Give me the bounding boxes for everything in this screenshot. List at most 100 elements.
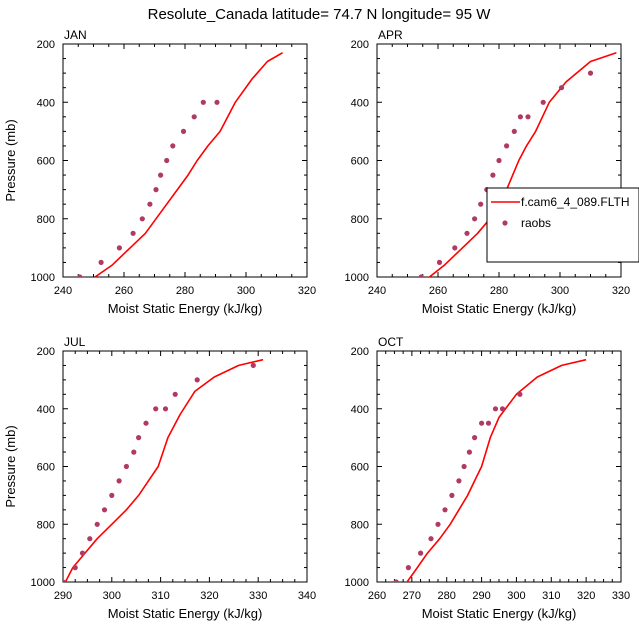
y-tick-label: 600 <box>351 462 369 474</box>
raobs-point <box>191 114 197 120</box>
y-tick-label: 1000 <box>31 272 55 284</box>
raobs-point <box>472 435 478 441</box>
raobs-point <box>511 128 517 134</box>
plot-area <box>77 52 284 277</box>
y-tick-label: 600 <box>37 462 55 474</box>
plot-area <box>63 358 264 582</box>
raobs-point <box>517 114 524 120</box>
y-tick-label: 200 <box>37 39 55 51</box>
y-tick-label: 400 <box>37 97 55 109</box>
panel-label: APR <box>378 28 403 42</box>
x-tick-label: 280 <box>490 285 508 297</box>
y-tick-label: 800 <box>351 519 369 531</box>
legend-point-swatch <box>502 220 508 226</box>
raobs-point <box>418 550 424 556</box>
raobs-point <box>147 201 153 207</box>
raobs-point <box>130 230 136 236</box>
raobs-point <box>72 565 78 571</box>
x-tick-label: 300 <box>103 590 121 602</box>
raobs-point <box>525 114 531 120</box>
raobs-point <box>180 128 187 134</box>
x-tick-label: 320 <box>612 285 630 297</box>
plot-frame <box>62 43 308 278</box>
raobs-point <box>504 143 510 149</box>
y-axis-label: Pressure (mb) <box>3 425 18 507</box>
raobs-point <box>153 406 159 412</box>
raobs-point <box>393 579 399 582</box>
raobs-point <box>540 99 546 105</box>
x-tick-label: 240 <box>54 285 72 297</box>
x-tick-label: 280 <box>176 285 194 297</box>
model-profile-line <box>406 358 587 582</box>
raobs-point <box>158 172 164 178</box>
raobs-point <box>172 391 178 397</box>
raobs-point <box>79 550 86 556</box>
y-tick-label: 400 <box>351 404 369 416</box>
chart-panel: JAN 240 260 280 300 320 200 400 600 800 1000 Moist … <box>3 28 316 316</box>
raobs-point <box>136 435 142 441</box>
panel-label: OCT <box>378 335 404 349</box>
raobs-point <box>94 521 100 527</box>
model-profile-line <box>64 358 264 582</box>
raobs-point <box>77 274 83 277</box>
raobs-point <box>162 406 169 412</box>
chart-panels: JAN 240 260 280 300 320 200 400 600 800 1000 Moist … <box>3 28 639 621</box>
legend-model-label: f.cam6_4_089.FLTH <box>521 195 630 209</box>
y-tick-label: 600 <box>351 156 369 168</box>
raobs-point <box>116 245 122 251</box>
x-axis-label: Moist Static Energy (kJ/kg) <box>108 301 263 316</box>
raobs-point <box>436 259 443 265</box>
raobs-point <box>139 216 145 222</box>
legend-obs-label: raobs <box>521 216 551 230</box>
raobs-point <box>250 362 256 368</box>
x-tick-label: 270 <box>403 590 421 602</box>
raobs-point <box>143 420 149 426</box>
x-tick-label: 320 <box>577 590 595 602</box>
legend: f.cam6_4_089.FLTH raobs <box>486 187 639 263</box>
y-tick-label: 600 <box>37 156 55 168</box>
raobs-point <box>558 85 565 91</box>
x-tick-label: 320 <box>200 590 218 602</box>
plot-frame <box>376 350 622 583</box>
x-tick-label: 300 <box>507 590 525 602</box>
x-tick-label: 310 <box>151 590 169 602</box>
raobs-point <box>499 406 506 412</box>
raobs-point <box>464 230 470 236</box>
raobs-point <box>170 143 176 149</box>
raobs-point <box>214 99 220 105</box>
raobs-point <box>485 420 492 426</box>
raobs-point <box>428 536 434 542</box>
raobs-point <box>461 463 467 470</box>
y-axis-label: Pressure (mb) <box>3 119 18 201</box>
raobs-point <box>87 536 93 542</box>
raobs-point <box>472 216 478 222</box>
raobs-point <box>405 565 411 571</box>
plot-area <box>393 358 587 582</box>
raobs-point <box>587 70 594 76</box>
raobs-point <box>109 492 115 498</box>
raobs-point <box>194 377 200 383</box>
model-profile-line <box>94 52 284 277</box>
raobs-point <box>478 201 484 207</box>
x-axis-label: Moist Static Energy (kJ/kg) <box>422 606 577 621</box>
x-tick-label: 260 <box>115 285 133 297</box>
raobs-point <box>456 478 462 484</box>
x-tick-label: 290 <box>54 590 72 602</box>
y-tick-label: 1000 <box>345 272 369 284</box>
figure-title: Resolute_Canada latitude= 74.7 N longitu… <box>148 6 492 23</box>
x-tick-label: 300 <box>237 285 255 297</box>
x-tick-label: 330 <box>249 590 267 602</box>
y-tick-label: 400 <box>351 97 369 109</box>
raobs-point <box>634 56 639 61</box>
y-tick-label: 200 <box>351 346 369 358</box>
x-tick-label: 300 <box>551 285 569 297</box>
raobs-point <box>492 406 499 412</box>
x-axis-label: Moist Static Energy (kJ/kg) <box>422 301 577 316</box>
raobs-point <box>435 521 441 527</box>
y-tick-label: 800 <box>37 214 55 226</box>
raobs-point <box>449 492 455 498</box>
raobs-point <box>63 579 66 582</box>
x-tick-label: 240 <box>368 285 386 297</box>
raobs-point <box>131 449 137 455</box>
